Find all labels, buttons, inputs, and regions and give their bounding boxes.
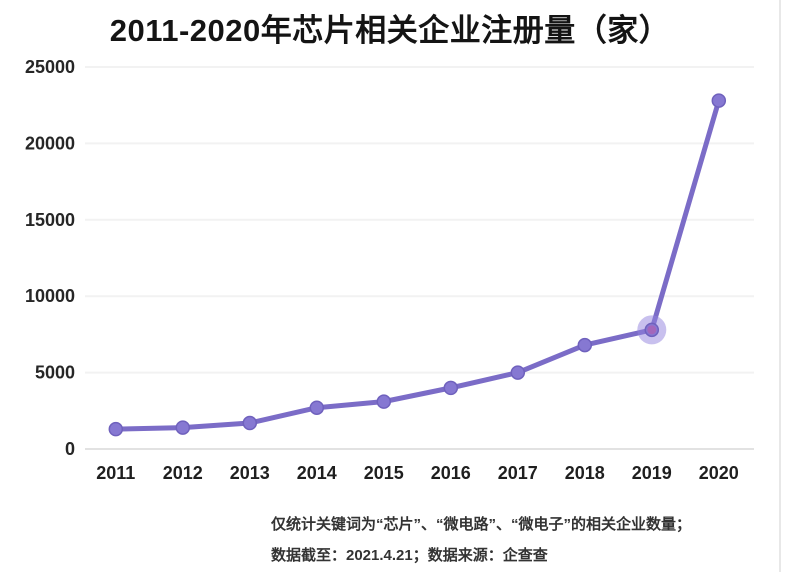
data-point[interactable] <box>443 380 459 396</box>
trend-line <box>113 98 722 432</box>
chart-title: 2011-2020年芯片相关企业注册量（家） <box>109 13 671 48</box>
x-axis-tick-label: 2015 <box>364 463 404 483</box>
x-axis-tick-label: 2019 <box>632 463 672 483</box>
data-point[interactable] <box>309 400 325 415</box>
data-point[interactable] <box>510 365 526 380</box>
data-point[interactable] <box>175 420 191 435</box>
y-axis-tick-label: 0 <box>65 439 75 459</box>
footnote-line-2: 数据截至：2021.4.21；数据来源：企查查 <box>271 547 548 564</box>
data-point[interactable] <box>711 93 727 108</box>
x-axis-tick-label: 2014 <box>297 463 337 483</box>
x-axis-tick-label: 2016 <box>431 463 471 483</box>
x-axis-tick-label: 2017 <box>498 463 538 483</box>
footnote: 仅统计关键词为“芯片”、“微电路”、“微电子”的相关企业数量； 数据截至：202… <box>271 509 691 571</box>
panel-right-border <box>779 0 781 572</box>
data-point[interactable] <box>108 421 124 437</box>
x-axis-tick-label: 2012 <box>163 463 203 483</box>
x-axis-tick-label: 2011 <box>96 463 135 483</box>
hover-highlight-core <box>647 325 657 335</box>
y-axis-tick-label: 25000 <box>25 57 75 77</box>
footnote-line-1: 仅统计关键词为“芯片”、“微电路”、“微电子”的相关企业数量； <box>271 516 692 533</box>
x-axis-tick-label: 2020 <box>699 463 739 483</box>
data-point[interactable] <box>242 415 258 431</box>
x-axis-tick-label: 2013 <box>230 463 270 483</box>
y-axis-tick-label: 15000 <box>25 210 75 230</box>
x-axis-tick-label: 2018 <box>565 463 605 483</box>
data-point[interactable] <box>577 337 593 353</box>
data-point[interactable] <box>376 394 392 409</box>
y-axis-tick-label: 10000 <box>25 286 75 306</box>
y-axis-tick-label: 20000 <box>25 133 75 153</box>
y-axis-tick-label: 5000 <box>35 363 75 383</box>
